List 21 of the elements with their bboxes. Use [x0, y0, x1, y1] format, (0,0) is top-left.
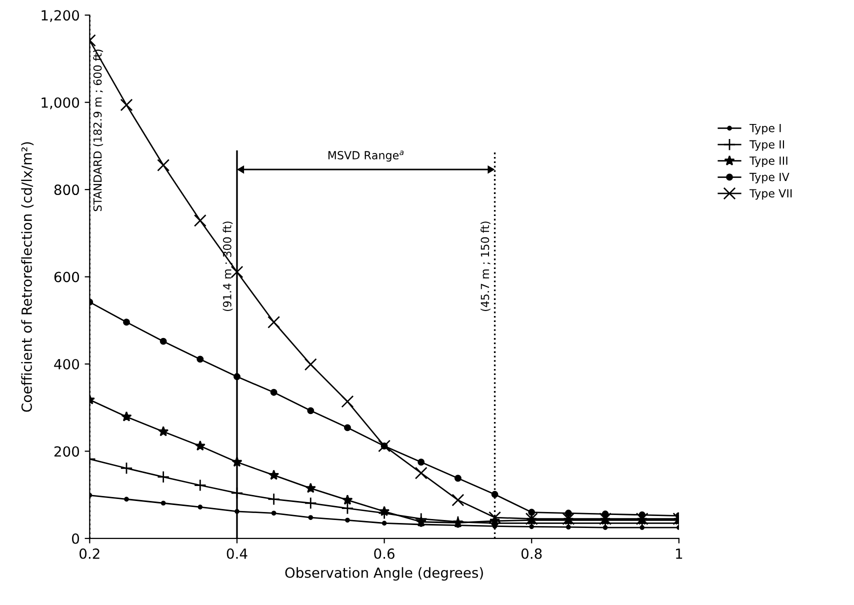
- x-tick-label: 0.6: [374, 548, 394, 559]
- legend-label: Type II: [749, 140, 784, 151]
- legend-label: Type IV: [749, 172, 790, 184]
- y-tick-label: 0: [72, 533, 80, 544]
- legend-label: Type I: [749, 124, 781, 134]
- y-tick-label: 1,200: [42, 10, 80, 22]
- x-tick-label: 0.4: [226, 548, 248, 559]
- legend-label: Type III: [749, 156, 788, 168]
- y-axis-title: Coefficient of Retroreflection (cd/lx/m²): [21, 142, 34, 412]
- x-axis-title: Observation Angle (degrees): [285, 567, 483, 581]
- annotation: MSVD Range$^{a}$: [328, 150, 404, 162]
- ref-line-label: (45.7 m ; 150 ft): [480, 222, 490, 312]
- y-tick-label: 1,000: [42, 97, 80, 110]
- x-tick-label: 0.2: [80, 548, 100, 559]
- y-tick-label: 400: [54, 358, 80, 370]
- y-tick-label: 600: [54, 272, 80, 282]
- y-tick-label: 200: [54, 446, 80, 457]
- x-tick-label: 1: [676, 548, 682, 559]
- x-tick-label: 0.8: [521, 548, 542, 559]
- legend-label: Type VII: [749, 189, 792, 200]
- y-tick-label: 800: [54, 184, 80, 196]
